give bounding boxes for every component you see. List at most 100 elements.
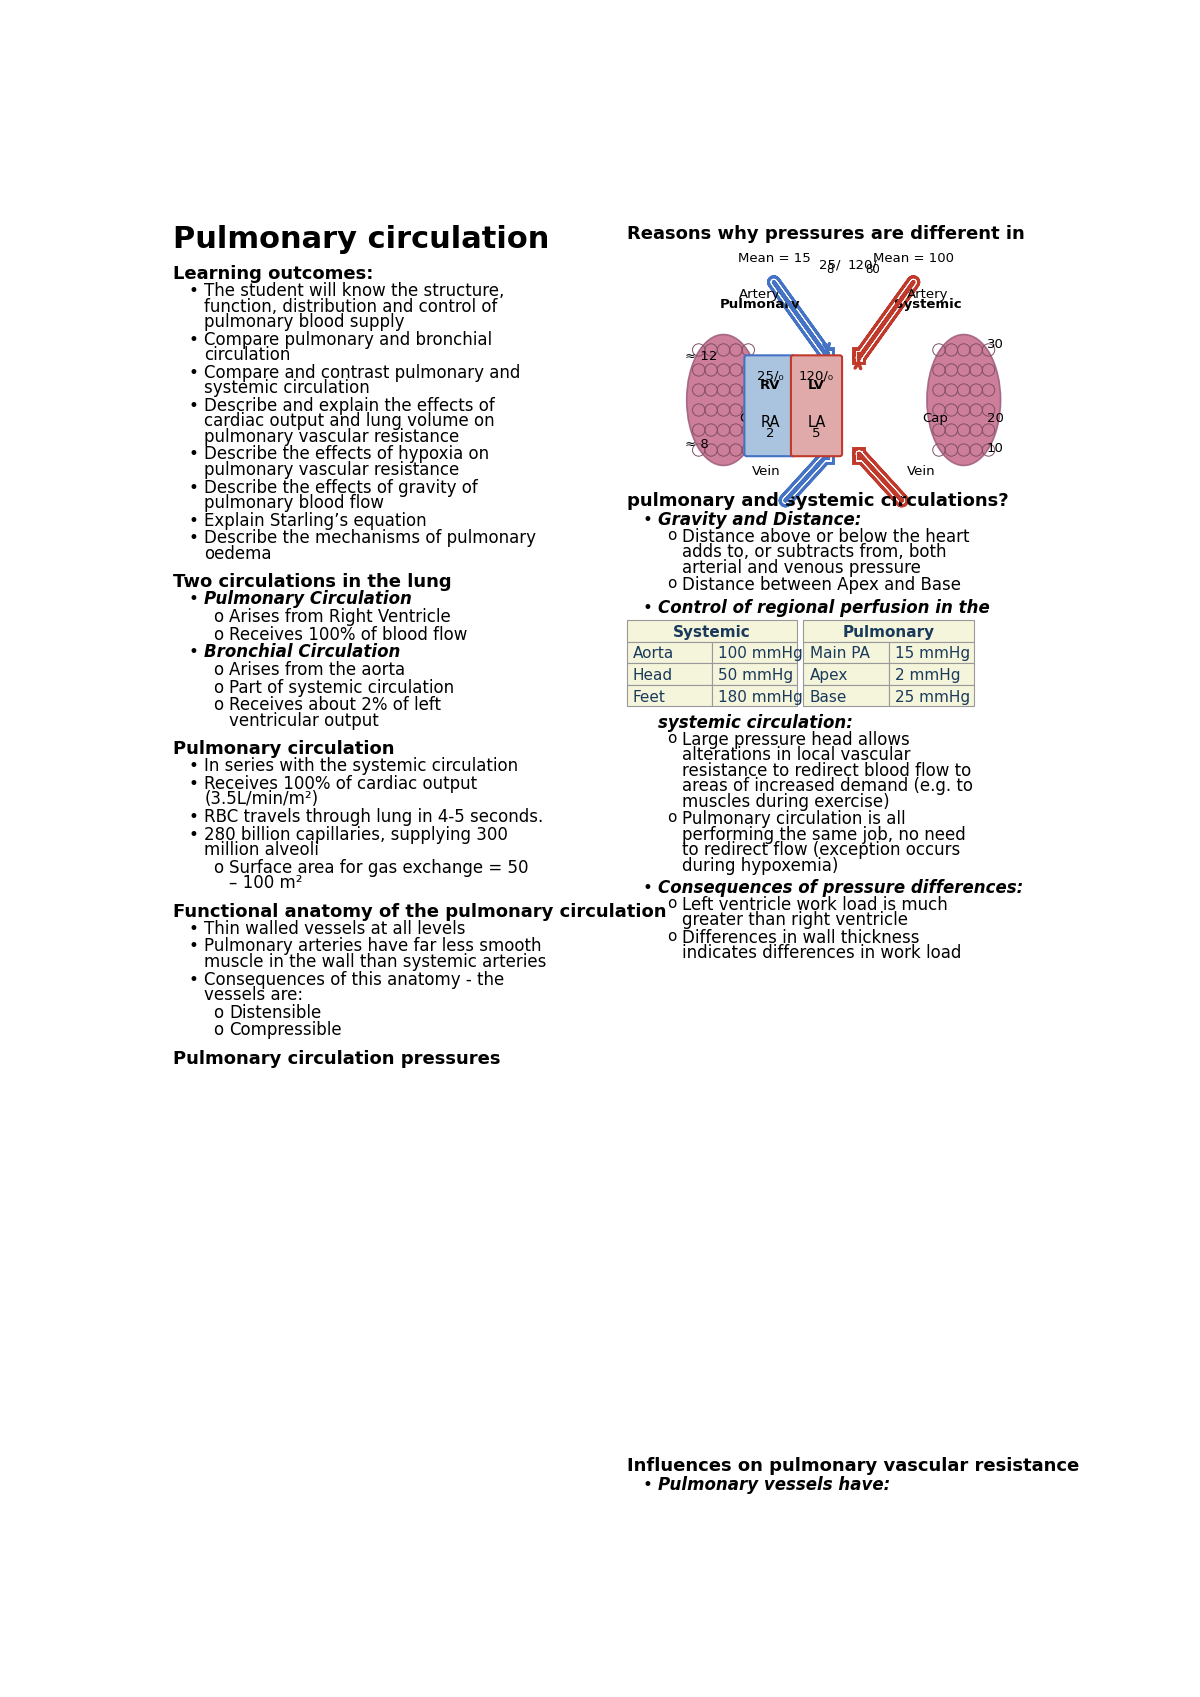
Text: oedema: oedema <box>204 545 271 563</box>
Text: Thin walled vessels at all levels: Thin walled vessels at all levels <box>204 920 466 938</box>
Text: Receives about 2% of left: Receives about 2% of left <box>229 696 442 714</box>
Text: function, distribution and control of: function, distribution and control of <box>204 297 498 316</box>
Text: •: • <box>642 599 652 616</box>
Text: RA: RA <box>761 416 780 431</box>
Text: Pulmonary circulation is all: Pulmonary circulation is all <box>683 811 906 828</box>
Text: pulmonary blood flow: pulmonary blood flow <box>204 494 384 512</box>
Text: •: • <box>188 643 199 662</box>
Text: circulation: circulation <box>204 346 290 365</box>
Text: •: • <box>642 879 652 898</box>
Text: •: • <box>188 937 199 955</box>
FancyBboxPatch shape <box>888 664 974 686</box>
Text: In series with the systemic circulation: In series with the systemic circulation <box>204 757 518 776</box>
Text: •: • <box>188 445 199 463</box>
Text: o: o <box>214 679 223 697</box>
Text: Pulmonary: Pulmonary <box>720 297 800 311</box>
Text: Describe the mechanisms of pulmonary: Describe the mechanisms of pulmonary <box>204 529 536 548</box>
FancyBboxPatch shape <box>888 686 974 706</box>
Text: •: • <box>188 511 199 529</box>
FancyBboxPatch shape <box>626 619 797 641</box>
Text: Pulmonary circulation: Pulmonary circulation <box>173 740 395 759</box>
Text: 25/: 25/ <box>818 258 840 272</box>
Text: Distance between Apex and Base: Distance between Apex and Base <box>683 577 961 594</box>
Text: – 100 m²: – 100 m² <box>229 874 302 893</box>
FancyBboxPatch shape <box>626 641 712 664</box>
Text: o: o <box>214 1003 223 1022</box>
Text: to redirect flow (exception occurs: to redirect flow (exception occurs <box>683 842 961 859</box>
Text: 10: 10 <box>986 443 1004 455</box>
Text: alterations in local vascular: alterations in local vascular <box>683 747 911 764</box>
Text: Learning outcomes:: Learning outcomes: <box>173 265 373 283</box>
Text: Head: Head <box>632 669 673 682</box>
Text: o: o <box>667 731 677 747</box>
Text: resistance to redirect blood flow to: resistance to redirect blood flow to <box>683 762 972 781</box>
Text: (3.5L/min/m²): (3.5L/min/m²) <box>204 791 318 808</box>
Text: o: o <box>667 928 677 944</box>
Text: Large pressure head allows: Large pressure head allows <box>683 731 910 748</box>
Text: Vein: Vein <box>752 465 780 479</box>
Text: •: • <box>188 826 199 843</box>
Text: o: o <box>667 528 677 543</box>
Text: Reasons why pressures are different in: Reasons why pressures are different in <box>626 226 1025 243</box>
FancyBboxPatch shape <box>712 664 797 686</box>
Text: Artery: Artery <box>739 288 781 302</box>
Text: Bronchial Circulation: Bronchial Circulation <box>204 643 401 662</box>
Text: 25 mmHg: 25 mmHg <box>895 689 970 704</box>
Text: Mean = 100: Mean = 100 <box>872 253 954 265</box>
Text: Influences on pulmonary vascular resistance: Influences on pulmonary vascular resista… <box>626 1458 1079 1475</box>
Text: Pulmonary circulation: Pulmonary circulation <box>173 226 550 255</box>
Text: muscle in the wall than systemic arteries: muscle in the wall than systemic arterie… <box>204 952 547 971</box>
Text: muscles during exercise): muscles during exercise) <box>683 792 890 811</box>
Text: o: o <box>667 811 677 825</box>
Text: Pulmonary Circulation: Pulmonary Circulation <box>204 591 412 608</box>
Text: •: • <box>188 363 199 382</box>
Text: Aorta: Aorta <box>632 647 674 662</box>
Text: Base: Base <box>810 689 847 704</box>
Text: •: • <box>188 591 199 608</box>
Text: Differences in wall thickness: Differences in wall thickness <box>683 928 920 947</box>
Text: The student will know the structure,: The student will know the structure, <box>204 282 505 300</box>
Ellipse shape <box>686 334 761 465</box>
Text: arterial and venous pressure: arterial and venous pressure <box>683 558 922 577</box>
Text: 80: 80 <box>865 263 880 277</box>
Text: pulmonary blood supply: pulmonary blood supply <box>204 312 404 331</box>
Text: LA: LA <box>808 416 826 431</box>
Text: performing the same job, no need: performing the same job, no need <box>683 826 966 843</box>
Text: Artery: Artery <box>906 288 948 302</box>
Text: 2 mmHg: 2 mmHg <box>895 669 960 682</box>
Text: Functional anatomy of the pulmonary circulation: Functional anatomy of the pulmonary circ… <box>173 903 667 921</box>
Text: greater than right ventricle: greater than right ventricle <box>683 911 908 930</box>
Text: Left ventricle work load is much: Left ventricle work load is much <box>683 896 948 915</box>
Text: Distensible: Distensible <box>229 1003 322 1022</box>
Text: Pulmonary arteries have far less smooth: Pulmonary arteries have far less smooth <box>204 937 541 955</box>
Text: o: o <box>667 896 677 911</box>
Text: ≈ 12: ≈ 12 <box>685 350 718 363</box>
Text: 50 mmHg: 50 mmHg <box>718 669 793 682</box>
FancyBboxPatch shape <box>791 355 842 456</box>
Text: vessels are:: vessels are: <box>204 986 304 1005</box>
Text: 30: 30 <box>986 338 1004 351</box>
FancyBboxPatch shape <box>626 686 712 706</box>
Text: indicates differences in work load: indicates differences in work load <box>683 944 962 962</box>
Text: •: • <box>188 529 199 548</box>
Text: Control of regional perfusion in the: Control of regional perfusion in the <box>658 599 989 616</box>
Text: •: • <box>642 1476 652 1493</box>
Text: Describe the effects of hypoxia on: Describe the effects of hypoxia on <box>204 445 490 463</box>
Text: Gravity and Distance:: Gravity and Distance: <box>658 511 862 529</box>
Text: systemic circulation: systemic circulation <box>204 378 370 397</box>
Text: Pulmonary vessels have:: Pulmonary vessels have: <box>658 1476 890 1493</box>
FancyBboxPatch shape <box>803 619 974 641</box>
Text: •: • <box>642 511 652 529</box>
Text: 20: 20 <box>986 412 1004 424</box>
Text: Arises from Right Ventricle: Arises from Right Ventricle <box>229 608 451 626</box>
Text: Consequences of pressure differences:: Consequences of pressure differences: <box>658 879 1022 898</box>
Text: o: o <box>214 696 223 714</box>
Text: 15 mmHg: 15 mmHg <box>895 647 970 662</box>
Text: Systemic: Systemic <box>894 297 961 311</box>
Text: LV: LV <box>808 378 824 392</box>
Text: o: o <box>214 608 223 626</box>
Text: Apex: Apex <box>810 669 848 682</box>
Text: Receives 100% of blood flow: Receives 100% of blood flow <box>229 626 468 643</box>
Text: Surface area for gas exchange = 50: Surface area for gas exchange = 50 <box>229 859 528 877</box>
Text: Compressible: Compressible <box>229 1022 342 1039</box>
